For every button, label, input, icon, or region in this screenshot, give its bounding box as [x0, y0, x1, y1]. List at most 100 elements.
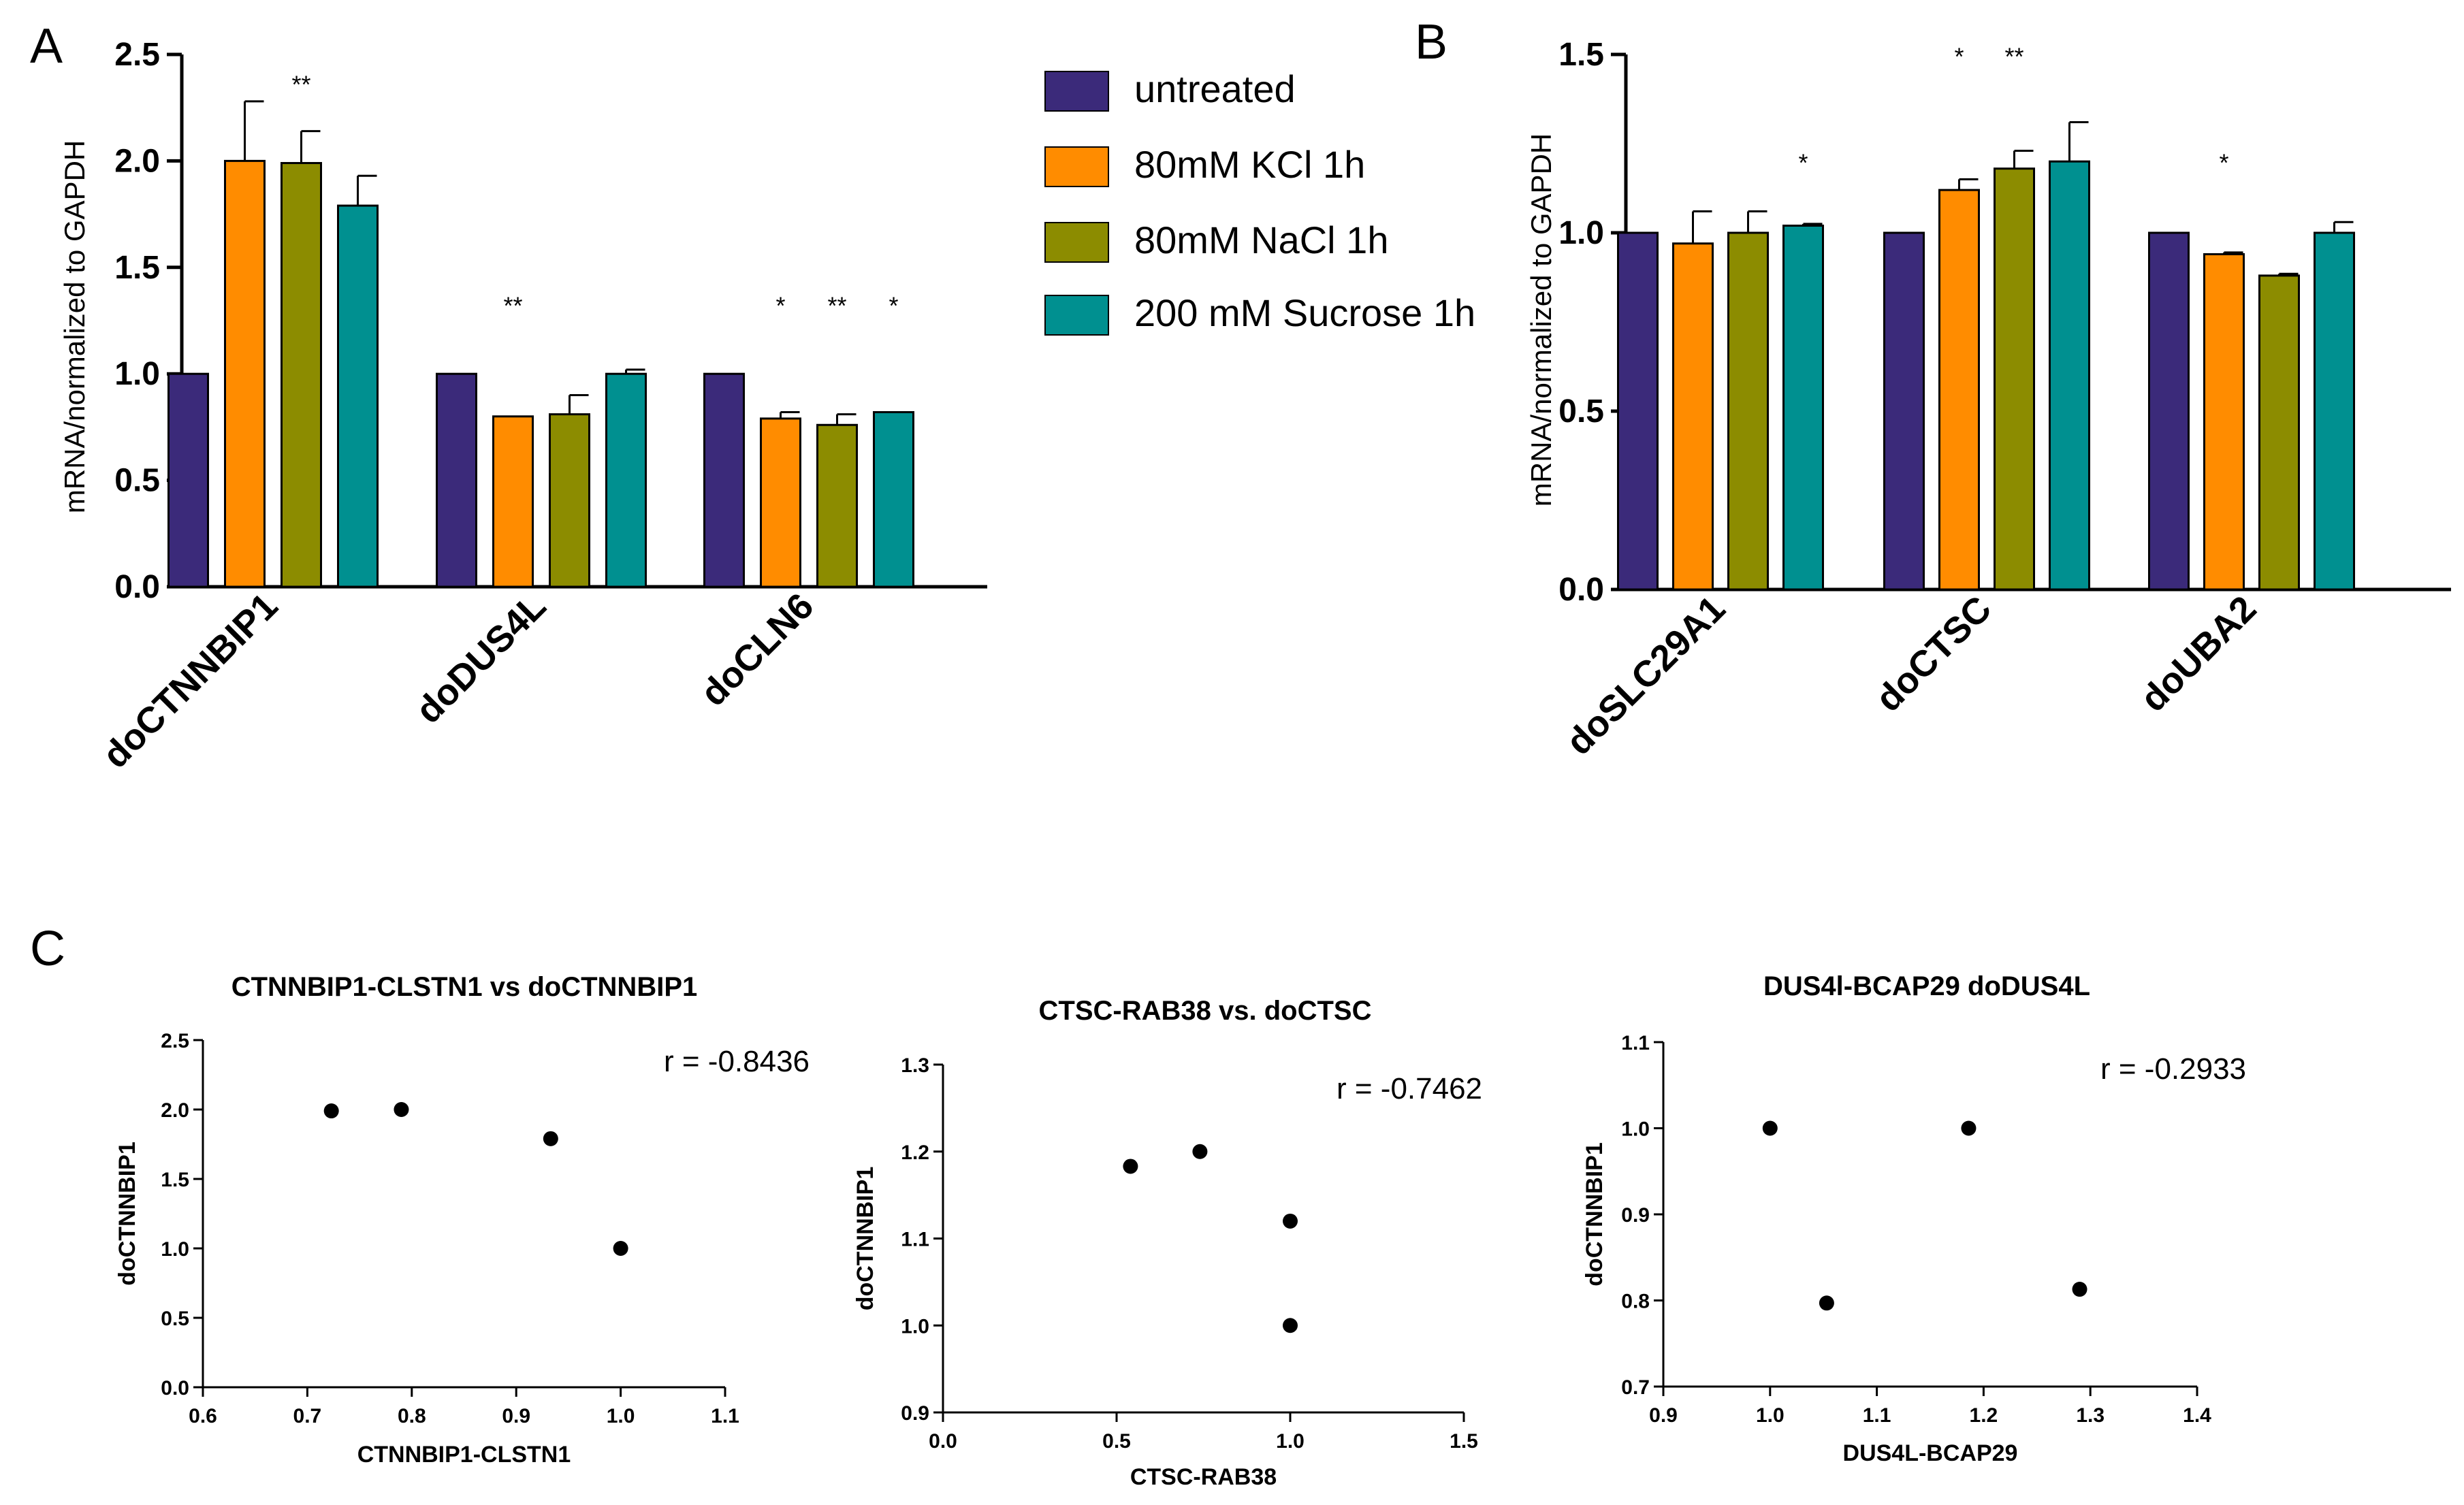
category-label-dodus4l: doDUS4L	[408, 585, 554, 731]
data-point	[1961, 1120, 1977, 1136]
chart-title: DUS4l-BCAP29 doDUS4L	[1763, 971, 2090, 1001]
bar-docln6-200-mm-sucrose-1h	[873, 411, 914, 588]
bar-doctsc-80mm-nacl-1h	[1994, 167, 2035, 591]
bar-chart-a: 0.0 0.5 1.0 1.5 2.0 2.5 mRNA/normalized to GAP…	[59, 37, 987, 776]
data-point	[323, 1103, 339, 1119]
category-label-docln6: doCLN6	[693, 585, 822, 714]
y-tick-label: 1.5	[114, 250, 160, 286]
y-axis-label: mRNA/normalized to GAPDH	[59, 140, 91, 513]
y-tick-label: 2.5	[114, 37, 160, 73]
x-tick-label: 1.4	[2183, 1404, 2211, 1427]
bar-douba2-80mm-nacl-1h	[2258, 274, 2300, 591]
x-tick-label: 1.1	[1863, 1404, 1891, 1427]
y-tick-label: 0.9	[1621, 1204, 1650, 1227]
y-axis-label: mRNA/normalized to GAPDH	[1525, 133, 1557, 506]
correlation-annotation: r = -0.2933	[2100, 1052, 2246, 1086]
data-point	[2072, 1282, 2087, 1297]
significance-marker: *	[1954, 43, 1964, 71]
x-tick-label: 1.0	[1276, 1430, 1305, 1453]
x-tick-label: 1.0	[607, 1405, 635, 1427]
y-tick-label: 1.1	[1621, 1032, 1650, 1054]
legend: untreated 80mM KCl 1h 80mM NaCl 1h 200 m…	[1044, 67, 1475, 336]
category-label-doctsc: doCTSC	[1868, 588, 1999, 719]
bar-dodus4l-untreated	[436, 372, 477, 588]
bar-chart-b: 0.0 0.5 1.0 1.5 mRNA/normalized to GAPDH * doS…	[1525, 37, 2451, 763]
y-tick-label: 0.8	[1621, 1291, 1650, 1313]
significance-marker: **	[827, 292, 846, 320]
category-label-douba2: doUBA2	[2132, 588, 2264, 719]
correlation-annotation: r = -0.8436	[664, 1045, 810, 1078]
y-tick-label: 0.0	[161, 1377, 189, 1399]
correlation-annotation: r = -0.7462	[1337, 1072, 1482, 1105]
bar-douba2-80mm-kcl-1h	[2203, 253, 2245, 591]
data-point	[543, 1131, 558, 1146]
x-tick-label: 0.7	[293, 1405, 322, 1427]
bar-doctnnbip1-untreated	[167, 372, 209, 588]
y-axis-label: doCTNNBIP1	[114, 1142, 140, 1286]
data-point	[1762, 1120, 1778, 1136]
y-axis-label: doCTNNBIP1	[1582, 1142, 1607, 1286]
x-tick-label: 0.0	[929, 1430, 957, 1453]
legend-label-untreated: untreated	[1134, 67, 1296, 110]
panel-letter-a: A	[30, 19, 63, 74]
scatter-chart-c3: DUS4l-BCAP29 doDUS4L 0.9 1.0 1.1 1.2 1.3 1.4 0.…	[1582, 971, 2246, 1466]
y-tick-label: 1.0	[1621, 1118, 1650, 1141]
y-tick-label: 1.0	[1558, 215, 1604, 251]
y-tick-label: 1.2	[901, 1142, 929, 1164]
legend-swatch-untreated	[1044, 71, 1109, 112]
bar-doctnnbip1-80mm-kcl-1h	[224, 159, 266, 588]
data-point	[394, 1102, 409, 1117]
x-tick-label: 0.5	[1102, 1430, 1131, 1453]
scatter-chart-c1: CTNNBIP1-CLSTN1 vs doCTNNBIP1 0.6 0.7 0.8 0.…	[114, 972, 810, 1468]
significance-marker: *	[1798, 149, 1808, 177]
category-label-doctnnbip1: doCTNNBIP1	[95, 585, 285, 776]
bar-doslc29a1-200-mm-sucrose-1h	[1782, 225, 1824, 591]
legend-label-nacl: 80mM NaCl 1h	[1134, 219, 1388, 261]
x-tick-label: 0.9	[1649, 1404, 1678, 1427]
panel-letter-b: B	[1415, 15, 1447, 69]
y-tick-label: 0.7	[1621, 1376, 1650, 1399]
data-point	[1192, 1144, 1208, 1159]
bar-dodus4l-80mm-kcl-1h	[492, 415, 534, 588]
y-axis-label: doCTNNBIP1	[852, 1167, 878, 1311]
bar-doctnnbip1-200-mm-sucrose-1h	[337, 204, 379, 588]
data-point	[1283, 1213, 1298, 1229]
scatter-chart-c2: CTSC-RAB38 vs. doCTSC 0.0 0.5 1.0 1.5 0.9 1.0 1…	[852, 996, 1482, 1490]
bar-doctsc-200-mm-sucrose-1h	[2049, 160, 2090, 591]
bar-docln6-untreated	[703, 372, 745, 588]
y-tick-label: 2.5	[161, 1030, 189, 1052]
bar-dodus4l-80mm-nacl-1h	[549, 413, 590, 588]
bar-dodus4l-200-mm-sucrose-1h	[605, 372, 647, 588]
y-tick-label: 0.5	[161, 1308, 189, 1330]
legend-swatch-nacl	[1044, 222, 1109, 263]
y-tick-label: 1.5	[161, 1169, 189, 1191]
y-tick-label: 1.1	[901, 1229, 929, 1251]
y-tick-label: 0.0	[1558, 572, 1604, 608]
x-axis-label: CTSC-RAB38	[1130, 1464, 1277, 1490]
y-tick-label: 1.3	[901, 1054, 929, 1077]
bar-douba2-200-mm-sucrose-1h	[2314, 231, 2355, 591]
x-tick-label: 1.5	[1450, 1430, 1478, 1453]
x-tick-label: 0.8	[398, 1405, 426, 1427]
bar-docln6-80mm-kcl-1h	[760, 417, 801, 588]
y-tick-label: 1.0	[114, 356, 160, 392]
x-tick-label: 1.0	[1756, 1404, 1785, 1427]
y-tick-label: 2.0	[114, 143, 160, 179]
bar-douba2-untreated	[2148, 231, 2190, 591]
significance-marker: *	[775, 292, 785, 320]
x-axis-label: DUS4L-BCAP29	[1843, 1440, 2018, 1466]
bar-doslc29a1-80mm-kcl-1h	[1672, 242, 1714, 591]
chart-title: CTNNBIP1-CLSTN1 vs doCTNNBIP1	[231, 972, 698, 1002]
bar-docln6-80mm-nacl-1h	[816, 423, 858, 588]
chart-title: CTSC-RAB38 vs. doCTSC	[1039, 996, 1372, 1026]
legend-swatch-kcl	[1044, 146, 1109, 187]
y-tick-label: 0.9	[901, 1402, 929, 1425]
legend-label-kcl: 80mM KCl 1h	[1134, 143, 1365, 186]
significance-marker: *	[2219, 149, 2228, 177]
x-tick-label: 1.3	[2076, 1404, 2105, 1427]
bar-doslc29a1-80mm-nacl-1h	[1727, 231, 1769, 591]
bar-doctsc-80mm-kcl-1h	[1938, 189, 1980, 591]
significance-marker: **	[503, 292, 522, 320]
legend-swatch-sucrose	[1044, 295, 1109, 336]
